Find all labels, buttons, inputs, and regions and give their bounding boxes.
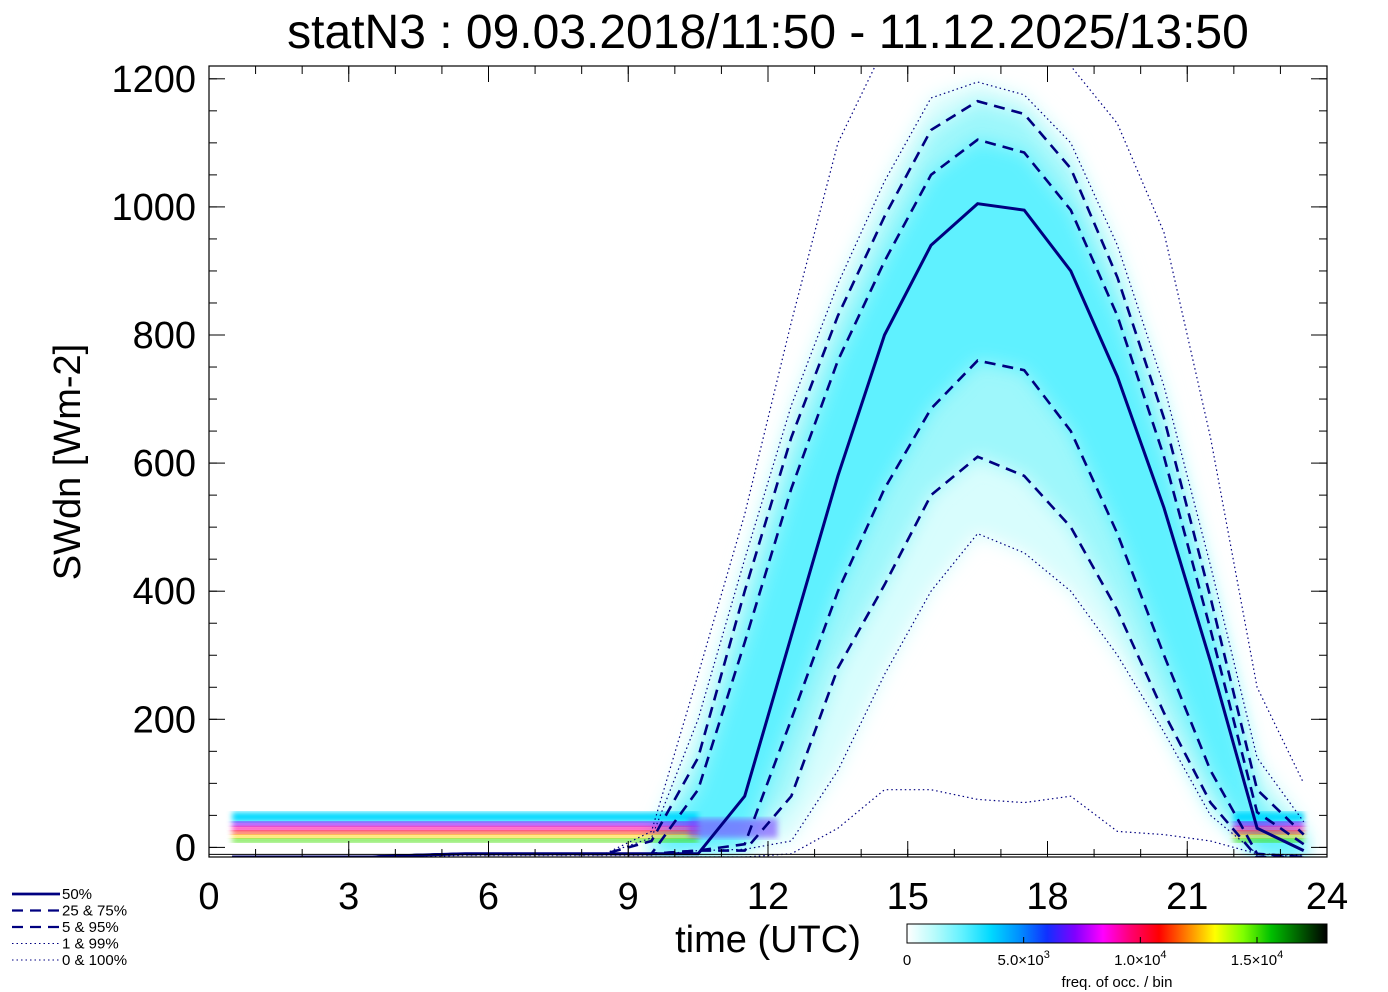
density-stripe <box>1233 834 1304 839</box>
x-tick-label: 12 <box>747 876 789 918</box>
density-band-core <box>651 139 1304 857</box>
y-tick-label: 400 <box>133 571 196 613</box>
series-line-0 <box>232 202 1305 857</box>
colorbar: 0 5.0×103 1.0×104 1.5×104 freq. of occ. / bi… <box>903 923 1328 991</box>
density-stripe <box>232 821 699 827</box>
density-stripe <box>232 834 699 839</box>
y-tick-label: 1200 <box>111 59 196 101</box>
series-line-8 <box>232 66 1305 857</box>
legend-label: 5 & 95% <box>62 919 119 936</box>
density-band-mid <box>651 101 1304 857</box>
density-stripe <box>1233 812 1304 822</box>
colorbar-tick-label: 1.5×104 <box>1231 949 1283 969</box>
x-tick-label: 21 <box>1166 876 1208 918</box>
series-line-3 <box>232 455 1304 857</box>
y-tick-label: 200 <box>133 699 196 741</box>
y-tick-label: 600 <box>133 443 196 485</box>
legend-label: 50% <box>62 886 92 903</box>
y-axis-title: SWdn [Wm-2] <box>47 344 89 580</box>
density-stripe <box>1233 838 1304 843</box>
plot-axes: 0 3 6 9 12 15 18 21 24 0 200 400 600 800 1000 1200 <box>111 59 1348 918</box>
legend: 50%25 & 75%5 & 95%1 & 99%0 & 100% <box>12 886 127 969</box>
density-transition <box>688 818 778 838</box>
x-tick-label: 24 <box>1306 876 1348 918</box>
legend-label: 25 & 75% <box>62 903 127 920</box>
series-line-1 <box>232 359 1304 857</box>
x-tick-label: 15 <box>887 876 929 918</box>
y-tick-label: 1000 <box>111 187 196 229</box>
colorbar-label: freq. of occ. / bin <box>1062 974 1173 991</box>
x-tick-label: 0 <box>198 876 219 918</box>
y-tick-label: 800 <box>133 315 196 357</box>
density-stripe <box>232 826 699 831</box>
x-tick-label: 9 <box>618 876 639 918</box>
series-line-6 <box>232 81 1305 857</box>
density-stripe <box>1233 821 1304 827</box>
density-stripe <box>232 838 699 843</box>
legend-label: 1 & 99% <box>62 936 119 953</box>
y-tick-label: 0 <box>175 827 196 869</box>
density-stripe <box>232 812 699 822</box>
density-stripe <box>1233 826 1304 831</box>
x-tick-label: 6 <box>478 876 499 918</box>
legend-label: 0 & 100% <box>62 952 127 969</box>
density-heatmap <box>232 82 1304 857</box>
colorbar-bar <box>906 923 1328 944</box>
x-axis-title: time (UTC) <box>675 919 861 961</box>
density-stripe <box>232 830 699 835</box>
colorbar-tick-label: 0 <box>903 952 911 969</box>
colorbar-tick-label: 1.0×104 <box>1114 949 1166 969</box>
series-line-2 <box>232 138 1305 857</box>
x-tick-label: 18 <box>1026 876 1068 918</box>
x-tick-label: 3 <box>338 876 359 918</box>
chart-title: statN3 : 09.03.2018/11:50 - 11.12.2025/1… <box>287 6 1249 59</box>
colorbar-tick-label: 5.0×103 <box>997 949 1049 969</box>
